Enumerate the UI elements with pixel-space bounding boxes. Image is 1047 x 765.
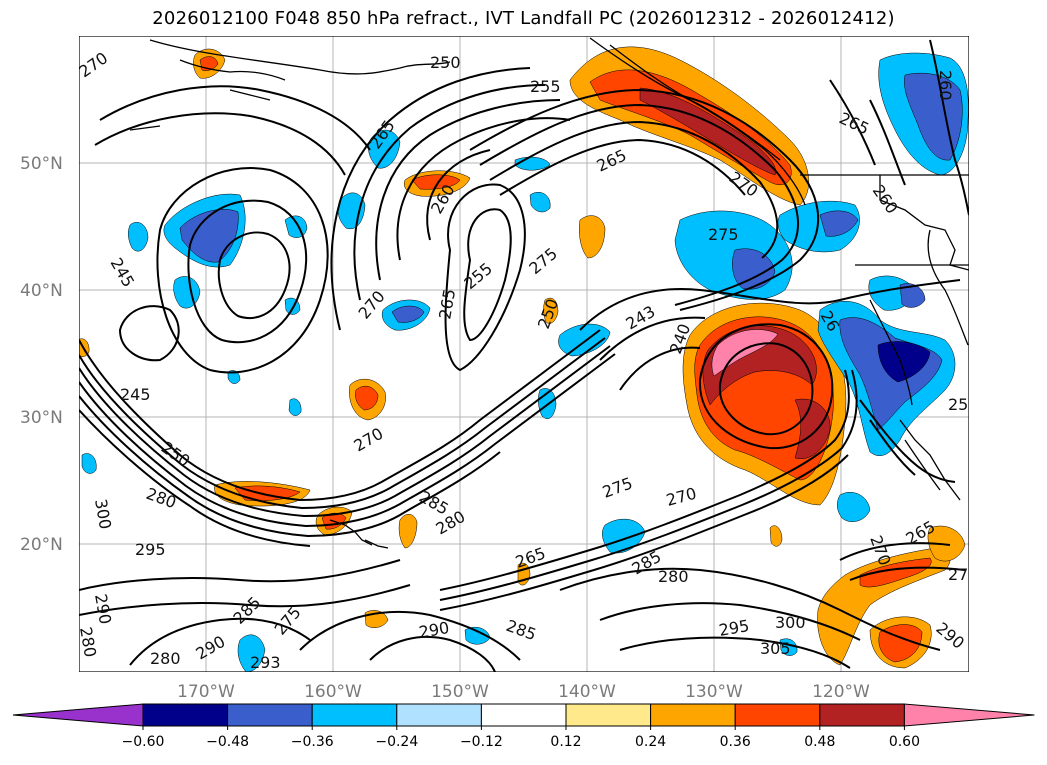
lat-label-30n: 30°N [20, 408, 63, 428]
colorbar-segment [650, 703, 736, 727]
colorbar-labels: −0.60 −0.48 −0.36 −0.24 −0.12 0.12 0.24 0.36 0.4… [122, 734, 920, 750]
lat-label-50n: 50°N [20, 154, 63, 174]
colorbar-tick-label: −0.48 [206, 734, 249, 750]
shading-positive [79, 46, 966, 669]
lon-label-160w: 160°W [304, 682, 362, 702]
colorbar-segment [480, 703, 567, 727]
colorbar-segment [565, 703, 652, 727]
longitude-labels: 170°W 160°W 150°W 140°W 130°W 120°W [177, 682, 870, 702]
contour-lines [79, 39, 969, 672]
colorbar-tick-label: −0.12 [460, 734, 503, 750]
contour-label: 300 [775, 613, 806, 632]
colorbar-tick-label: 0.48 [804, 734, 835, 750]
coastlines [129, 37, 969, 549]
contour-label: 280 [658, 567, 689, 586]
colorbar-segment [819, 703, 905, 727]
plot-title: 2026012100 F048 850 hPa refract., IVT La… [152, 8, 895, 29]
contour-label: 280 [150, 649, 181, 668]
colorbar [12, 703, 1035, 730]
contour-label: 280 [76, 625, 100, 658]
lon-label-140w: 140°W [558, 682, 616, 702]
map-panel: 270 250 255 265 265 270 265 260 275 245 … [76, 36, 969, 672]
colorbar-tick-label: 0.36 [720, 734, 751, 750]
colorbar-segment [396, 703, 482, 727]
colorbar-tick-label: 0.60 [889, 734, 920, 750]
lon-label-170w: 170°W [177, 682, 235, 702]
colorbar-tick-label: 0.12 [550, 734, 581, 750]
colorbar-segment [734, 703, 821, 727]
contour-label: 295 [135, 540, 166, 559]
colorbar-tick-label: −0.60 [122, 734, 165, 750]
contour-label: 305 [760, 639, 791, 658]
contour-label: 245 [120, 385, 151, 404]
colorbar-segment [227, 703, 313, 727]
colorbar-tick-label: −0.36 [291, 734, 334, 750]
colorbar-tick-label: −0.24 [375, 734, 418, 750]
contour-label: 275 [708, 225, 739, 244]
colorbar-extend-low [12, 703, 144, 727]
lon-label-150w: 150°W [431, 682, 489, 702]
lat-label-20n: 20°N [20, 535, 63, 555]
contour-label: 25 [948, 395, 968, 414]
lat-label-40n: 40°N [20, 281, 63, 301]
contour-label: 250 [430, 53, 461, 72]
colorbar-tick-label: 0.24 [635, 734, 666, 750]
contour-label: 27 [948, 565, 968, 584]
contour-label: 255 [530, 77, 561, 96]
lon-label-120w: 120°W [812, 682, 870, 702]
latitude-labels: 50°N 40°N 30°N 20°N [20, 154, 63, 555]
contour-label: 260 [936, 70, 955, 101]
contour-label: 293 [250, 653, 281, 672]
lon-label-130w: 130°W [685, 682, 743, 702]
colorbar-segment [311, 703, 398, 727]
colorbar-extend-high [903, 703, 1035, 727]
shading-negative [81, 52, 969, 672]
colorbar-segment [142, 703, 229, 727]
